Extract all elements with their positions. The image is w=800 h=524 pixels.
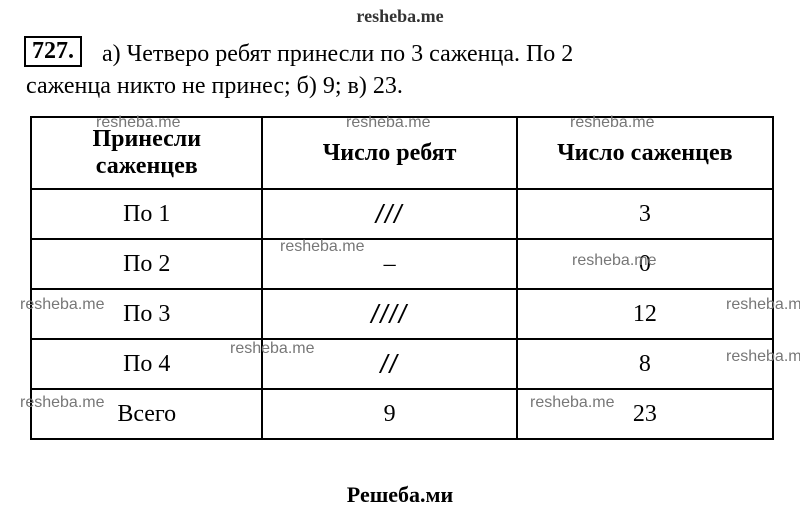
cell-r5-c1: Всего xyxy=(31,389,262,439)
bottom-label: Решеба.ми xyxy=(347,482,453,508)
problem-number: 727. xyxy=(24,36,82,67)
problem-text: а) Четверо ребят принесли по 3 саженца. … xyxy=(102,38,780,72)
table-row: По 1 /// 3 xyxy=(31,189,773,239)
cell-r1-c2: /// xyxy=(262,189,516,239)
problem-line2: саженца никто не принес; б) 9; в) 23. xyxy=(26,70,800,104)
main-table: Принесли саженцев Число ребят Число саже… xyxy=(30,116,774,440)
table-row: По 2 – 0 xyxy=(31,239,773,289)
cell-r4-c3: 8 xyxy=(517,339,773,389)
cell-r2-c1: По 2 xyxy=(31,239,262,289)
problem-line1: а) Четверо ребят принесли по 3 саженца. … xyxy=(102,41,573,67)
col-header-3: Число саженцев xyxy=(517,117,773,189)
cell-r1-c3: 3 xyxy=(517,189,773,239)
cell-r3-c2: //// xyxy=(262,289,516,339)
cell-r3-c1: По 3 xyxy=(31,289,262,339)
cell-r5-c3: 23 xyxy=(517,389,773,439)
cell-r5-c2: 9 xyxy=(262,389,516,439)
cell-r2-c3: 0 xyxy=(517,239,773,289)
cell-r1-c1: По 1 xyxy=(31,189,262,239)
col-header-1: Принесли саженцев xyxy=(31,117,262,189)
cell-r4-c2: // xyxy=(262,339,516,389)
cell-r2-c2: – xyxy=(262,239,516,289)
cell-r4-c1: По 4 xyxy=(31,339,262,389)
table-row: По 4 // 8 xyxy=(31,339,773,389)
table-row-total: Всего 9 23 xyxy=(31,389,773,439)
table-header-row: Принесли саженцев Число ребят Число саже… xyxy=(31,117,773,189)
top-url: resheba.me xyxy=(356,6,443,27)
col-header-2: Число ребят xyxy=(262,117,516,189)
table-row: По 3 //// 12 xyxy=(31,289,773,339)
cell-r3-c3: 12 xyxy=(517,289,773,339)
